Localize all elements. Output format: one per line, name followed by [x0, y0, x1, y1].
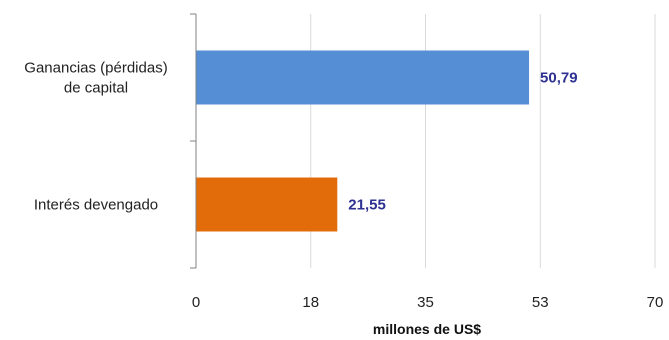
bar: [196, 50, 530, 105]
data-label: 50,79: [540, 70, 578, 87]
data-label: 21,55: [348, 197, 386, 214]
bar: [196, 177, 338, 232]
x-axis-title: millones de US$: [373, 321, 481, 337]
x-tick-label: 70: [647, 294, 664, 311]
category-label: Ganancias (pérdidas): [24, 60, 167, 77]
bars: [196, 50, 530, 232]
category-label: de capital: [64, 80, 128, 97]
x-tick-label: 0: [192, 294, 200, 311]
category-labels: Ganancias (pérdidas) de capital Interés de…: [24, 60, 167, 214]
data-labels: 50,79 21,55: [348, 70, 577, 214]
x-tick-label: 18: [302, 294, 319, 311]
category-label: Interés devengado: [34, 197, 158, 214]
x-tick-labels: 0 18 35 53 70: [192, 294, 664, 311]
x-tick-label: 53: [532, 294, 549, 311]
category-axis: [190, 13, 197, 269]
x-tick-label: 35: [417, 294, 434, 311]
